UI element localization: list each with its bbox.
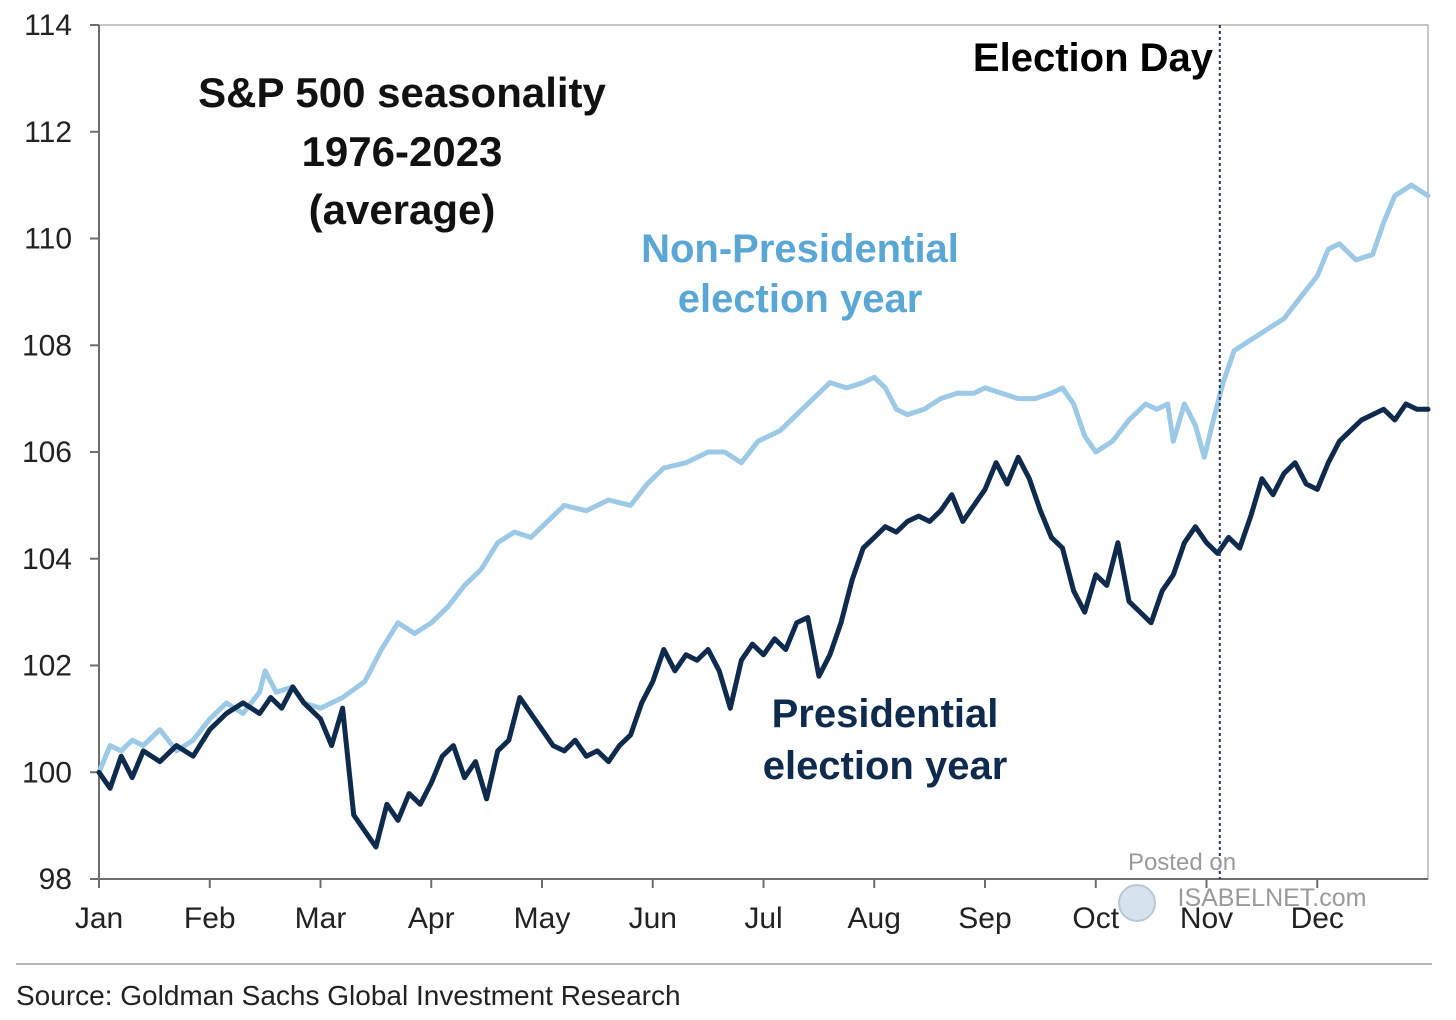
x-tick-label: Jul <box>744 902 782 935</box>
x-tick-label: Feb <box>184 902 236 935</box>
isabelnet-globe-icon <box>1118 884 1156 922</box>
x-tick-label: Jun <box>629 902 677 935</box>
chart: 98 100 102 104 106 108 110 112 114 Jan Feb Mar Apr M… <box>22 9 1431 935</box>
y-tick-label: 114 <box>24 9 72 42</box>
series-label-presidential-line-1: Presidential <box>772 692 999 736</box>
watermark-posted-on: Posted on <box>1128 849 1236 876</box>
y-tick-label: 100 <box>22 756 72 789</box>
series-label-non-presidential-line-2: election year <box>678 277 923 321</box>
y-tick-label: 102 <box>22 650 72 683</box>
watermark: Posted on ISABELNET.com <box>1118 849 1367 922</box>
y-tick-label: 98 <box>39 863 72 896</box>
watermark-site: ISABELNET.com <box>1178 884 1367 912</box>
series-line-presidential <box>96 401 1431 850</box>
x-tick-label: Jan <box>75 902 123 935</box>
source-note: Source: Goldman Sachs Global Investment … <box>16 980 681 1011</box>
x-tick-label: Oct <box>1072 902 1119 935</box>
source-divider <box>16 963 1432 965</box>
x-tick-label: Aug <box>848 902 901 935</box>
x-tick-label: May <box>514 902 571 935</box>
chart-title-line-1: S&P 500 seasonality <box>198 69 606 116</box>
x-tick-label: Mar <box>295 902 347 935</box>
chart-title-line-2: 1976-2023 <box>302 128 503 175</box>
y-tick-label: 104 <box>22 543 72 576</box>
series-label-non-presidential-line-1: Non-Presidential <box>641 227 959 271</box>
y-tick-label: 110 <box>24 223 72 256</box>
series-lines <box>96 182 1431 850</box>
y-tick-label: 106 <box>22 436 72 469</box>
chart-title-line-3: (average) <box>309 186 496 233</box>
x-tick-label: Nov <box>1180 902 1233 935</box>
series-label-presidential-line-2: election year <box>763 744 1008 788</box>
election-day-label: Election Day <box>973 36 1214 80</box>
y-tick-label: 108 <box>22 329 72 362</box>
y-axis-ticks: 98 100 102 104 106 108 110 112 114 <box>22 9 99 896</box>
y-tick-label: 112 <box>24 116 72 149</box>
x-tick-label: Sep <box>958 902 1011 935</box>
x-tick-label: Dec <box>1291 902 1344 935</box>
series-line-non-presidential <box>96 182 1431 775</box>
x-axis-ticks: Jan Feb Mar Apr May Jun Jul Aug Sep Oct Nov Dec <box>75 879 1344 935</box>
x-tick-label: Apr <box>408 902 455 935</box>
